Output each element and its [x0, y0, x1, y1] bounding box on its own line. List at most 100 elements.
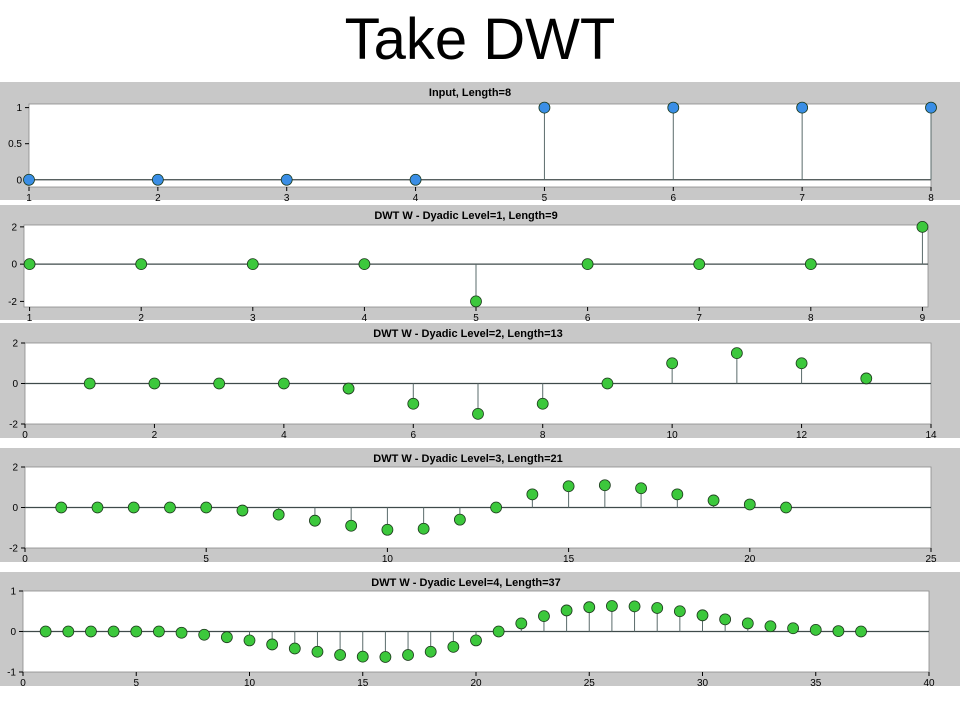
- x-tick-label: 10: [382, 554, 394, 565]
- x-tick-label: 5: [473, 313, 479, 324]
- x-tick-label: 5: [133, 678, 139, 689]
- data-point: [409, 173, 422, 186]
- data-point: [916, 220, 929, 233]
- data-point: [220, 631, 233, 644]
- dwt-panel-5: DWT W - Dyadic Level=4, Length=370 5 10 15 2…: [0, 572, 960, 689]
- x-tick-label: 2: [152, 430, 158, 441]
- data-point: [358, 258, 371, 271]
- data-point: [536, 397, 549, 410]
- data-point: [925, 101, 937, 114]
- x-tick-label: 2: [138, 313, 144, 324]
- data-point: [379, 651, 392, 663]
- data-point: [277, 377, 290, 390]
- x-tick-label: 30: [697, 678, 709, 689]
- data-point: [280, 173, 293, 186]
- panel-title: Input, Length=8: [429, 87, 511, 99]
- x-tick-label: 25: [925, 554, 937, 565]
- data-point: [667, 101, 680, 114]
- data-point: [635, 482, 647, 495]
- dwt-panel-1: Input, Length=8 1 2 3 4 5 6 7 8 0 0.5 1: [0, 82, 960, 204]
- data-point: [417, 522, 430, 535]
- data-point: [91, 501, 104, 514]
- data-point: [85, 625, 97, 638]
- x-tick-label: 20: [470, 678, 482, 689]
- x-tick-label: 2: [155, 193, 161, 204]
- y-tick-label: 0: [16, 175, 22, 186]
- data-point: [334, 649, 347, 661]
- data-point: [272, 508, 285, 521]
- data-point: [62, 625, 75, 638]
- x-tick-label: 0: [22, 554, 28, 565]
- data-point: [407, 397, 420, 410]
- y-tick-label: 0: [10, 627, 16, 638]
- data-point: [148, 377, 161, 390]
- data-point: [855, 625, 867, 638]
- data-point: [696, 609, 709, 622]
- x-tick-label: 0: [20, 678, 26, 689]
- x-tick-label: 14: [925, 430, 937, 441]
- data-point: [246, 258, 259, 271]
- data-point: [707, 494, 720, 507]
- data-point: [562, 480, 575, 493]
- x-tick-label: 8: [540, 430, 546, 441]
- data-point: [151, 173, 164, 186]
- data-point: [730, 347, 743, 360]
- dwt-panel-4: DWT W - Dyadic Level=3, Length=21 0 5 10 15 2…: [0, 448, 960, 565]
- y-tick-label: 2: [12, 339, 18, 350]
- y-tick-label: 0: [12, 503, 18, 514]
- data-point: [693, 258, 706, 271]
- data-point: [213, 377, 226, 390]
- data-point: [832, 625, 845, 637]
- x-tick-label: 6: [585, 313, 591, 324]
- data-point: [83, 377, 96, 390]
- plot-area: [28, 103, 932, 188]
- data-point: [673, 605, 686, 618]
- data-point: [243, 634, 256, 647]
- x-tick-label: 0: [22, 430, 28, 441]
- data-point: [135, 258, 148, 271]
- data-point: [236, 504, 249, 517]
- data-point: [651, 602, 664, 614]
- data-point: [472, 407, 484, 420]
- y-tick-label: 2: [12, 463, 18, 474]
- x-tick-label: 4: [362, 313, 368, 324]
- data-point: [345, 519, 358, 532]
- data-point: [402, 649, 414, 661]
- data-point: [470, 634, 482, 647]
- data-point: [55, 501, 68, 514]
- x-tick-label: 12: [796, 430, 808, 441]
- data-point: [581, 258, 594, 271]
- data-point: [796, 101, 809, 114]
- x-tick-label: 35: [810, 678, 822, 689]
- data-point: [860, 372, 873, 385]
- data-point: [764, 620, 777, 633]
- x-tick-label: 1: [26, 193, 32, 204]
- data-point: [130, 625, 143, 638]
- data-point: [741, 617, 754, 630]
- data-point: [288, 642, 301, 655]
- x-tick-label: 9: [920, 313, 926, 324]
- x-tick-label: 10: [667, 430, 679, 441]
- x-tick-label: 8: [808, 313, 814, 324]
- y-tick-label: -2: [8, 297, 17, 308]
- x-tick-label: 1: [27, 313, 33, 324]
- x-tick-label: 7: [799, 193, 805, 204]
- data-point: [447, 640, 460, 653]
- data-point: [200, 501, 213, 514]
- x-tick-label: 8: [928, 193, 934, 204]
- y-tick-label: 1: [16, 103, 22, 114]
- x-tick-label: 40: [923, 678, 935, 689]
- data-point: [39, 625, 52, 638]
- data-point: [453, 513, 466, 526]
- data-point: [743, 498, 756, 511]
- panel-title: DWT W - Dyadic Level=2, Length=13: [373, 328, 563, 340]
- x-tick-label: 25: [584, 678, 596, 689]
- panel-title: DWT W - Dyadic Level=4, Length=37: [371, 577, 561, 589]
- data-point: [342, 382, 355, 395]
- x-tick-label: 4: [413, 193, 419, 204]
- y-tick-label: 0: [12, 379, 18, 390]
- y-tick-label: 0.5: [8, 139, 22, 150]
- x-tick-label: 15: [563, 554, 575, 565]
- data-point: [601, 377, 614, 390]
- data-point: [628, 600, 641, 613]
